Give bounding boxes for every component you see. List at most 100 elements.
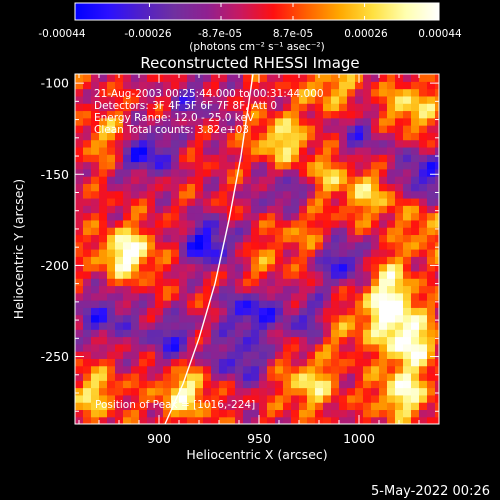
heatmap-cell-773 bbox=[203, 380, 212, 389]
heatmap-cell-795 bbox=[203, 219, 212, 228]
heatmap-cell-1797 bbox=[371, 263, 380, 272]
heatmap-cell-1214 bbox=[275, 314, 284, 323]
heatmap-cell-1924 bbox=[395, 387, 404, 396]
heatmap-cell-2065 bbox=[419, 409, 428, 418]
heatmap-cell-160 bbox=[99, 300, 108, 308]
heatmap-cell-904 bbox=[219, 125, 228, 133]
heatmap-cell-706 bbox=[187, 168, 196, 177]
heatmap-cell-301 bbox=[123, 321, 132, 330]
heatmap-cell-734 bbox=[195, 314, 204, 323]
heatmap-cell-1365 bbox=[299, 263, 308, 272]
heatmap-cell-1550 bbox=[331, 314, 340, 323]
heatmap-cell-1249 bbox=[283, 409, 292, 418]
heatmap-cell-755 bbox=[195, 161, 204, 170]
heatmap-cell-560 bbox=[163, 183, 172, 192]
heatmap-cell-216 bbox=[107, 241, 116, 250]
heatmap-cell-2076 bbox=[419, 329, 428, 338]
heatmap-cell-548 bbox=[163, 270, 172, 279]
heatmap-cell-1477 bbox=[315, 146, 324, 155]
heatmap-cell-643 bbox=[179, 278, 188, 287]
heatmap-cell-1226 bbox=[275, 227, 284, 236]
heatmap-cell-7 bbox=[75, 365, 84, 374]
heatmap-cell-117 bbox=[91, 263, 100, 272]
heatmap-cell-1761 bbox=[363, 176, 372, 184]
heatmap-cell-355 bbox=[131, 278, 140, 287]
heatmap-cell-1724 bbox=[355, 95, 364, 104]
heatmap-cell-1111 bbox=[259, 365, 268, 374]
heatmap-cell-981 bbox=[235, 263, 244, 272]
heatmap-cell-2193 bbox=[435, 176, 439, 184]
heatmap-cell-340 bbox=[131, 387, 140, 396]
heatmap-cell-1267 bbox=[283, 278, 292, 287]
heatmap-cell-92 bbox=[83, 95, 92, 104]
heatmap-cell-1065 bbox=[251, 351, 260, 359]
heatmap-cell-1368 bbox=[299, 241, 308, 250]
heatmap-cell-1288 bbox=[283, 125, 292, 133]
heatmap-cell-1684 bbox=[355, 387, 364, 396]
heatmap-cell-2039 bbox=[411, 249, 420, 257]
heatmap-cell-2097 bbox=[419, 176, 428, 184]
heatmap-cell-18 bbox=[75, 285, 84, 294]
heatmap-cell-482 bbox=[155, 402, 164, 411]
heatmap-cell-1983 bbox=[403, 307, 412, 316]
heatmap-cell-1995 bbox=[403, 219, 412, 228]
heatmap-cell-1088 bbox=[251, 183, 260, 192]
heatmap-cell-274 bbox=[115, 168, 124, 177]
heatmap-cell-1681 bbox=[355, 409, 364, 418]
heatmap-cell-179 bbox=[99, 161, 108, 170]
heatmap-cell-1429 bbox=[307, 146, 316, 155]
heatmap-cell-318 bbox=[123, 197, 132, 206]
heatmap-cell-1312 bbox=[291, 300, 300, 308]
heatmap-cell-1211 bbox=[275, 336, 284, 345]
heatmap-cell-403 bbox=[139, 278, 148, 287]
heatmap-cell-669 bbox=[179, 88, 188, 97]
heatmap-cell-1075 bbox=[251, 278, 260, 287]
heatmap-cell-1416 bbox=[307, 241, 316, 250]
heatmap-cell-931 bbox=[227, 278, 236, 287]
heatmap-cell-1260 bbox=[283, 329, 292, 338]
heatmap-cell-770 bbox=[203, 402, 212, 411]
heatmap-cell-2160 bbox=[435, 416, 439, 424]
heatmap-cell-2149 bbox=[427, 146, 436, 155]
heatmap-cell-1031 bbox=[243, 249, 252, 257]
heatmap-cell-1759 bbox=[363, 190, 372, 199]
heatmap-cell-1025 bbox=[243, 292, 252, 301]
heatmap-cell-300 bbox=[123, 329, 132, 338]
heatmap-cell-1158 bbox=[267, 372, 276, 381]
heatmap-cell-919 bbox=[227, 365, 236, 374]
heatmap-cell-479 bbox=[147, 74, 156, 82]
heatmap-cell-653 bbox=[179, 205, 188, 214]
heatmap-cell-252 bbox=[115, 329, 124, 338]
heatmap-cell-213 bbox=[107, 263, 116, 272]
heatmap-cell-119 bbox=[91, 249, 100, 257]
heatmap-cell-2176 bbox=[435, 300, 439, 308]
heatmap-cell-1236 bbox=[275, 154, 284, 163]
heatmap-cell-641 bbox=[179, 292, 188, 301]
heatmap-cell-358 bbox=[131, 256, 140, 265]
heatmap-cell-295 bbox=[123, 365, 132, 374]
heatmap-cell-997 bbox=[235, 146, 244, 155]
heatmap-cell-994 bbox=[235, 168, 244, 177]
heatmap-cell-470 bbox=[147, 139, 156, 148]
heatmap-cell-1201 bbox=[275, 409, 284, 418]
heatmap-cell-303 bbox=[123, 307, 132, 316]
heatmap-cell-133 bbox=[91, 146, 100, 155]
heatmap-cell-1463 bbox=[315, 249, 324, 257]
heatmap-cell-1263 bbox=[283, 307, 292, 316]
heatmap-cell-424 bbox=[139, 125, 148, 133]
heatmap-cell-1250 bbox=[283, 402, 292, 411]
heatmap-cell-1073 bbox=[251, 292, 260, 301]
heatmap-cell-442 bbox=[147, 343, 156, 352]
heatmap-cell-502 bbox=[155, 256, 164, 265]
heatmap-cell-1407 bbox=[307, 307, 316, 316]
heatmap-cell-296 bbox=[123, 358, 132, 367]
heatmap-cell-1399 bbox=[307, 365, 316, 374]
heatmap-cell-812 bbox=[203, 95, 212, 104]
heatmap-cell-722 bbox=[195, 402, 204, 411]
heatmap-cell-1378 bbox=[299, 168, 308, 177]
heatmap-cell-813 bbox=[203, 88, 212, 97]
heatmap-cell-1626 bbox=[339, 110, 348, 119]
heatmap-cell-740 bbox=[195, 270, 204, 279]
colorbar-tick-label-3: 8.7e-05 bbox=[273, 28, 313, 40]
heatmap-cell-259 bbox=[115, 278, 124, 287]
